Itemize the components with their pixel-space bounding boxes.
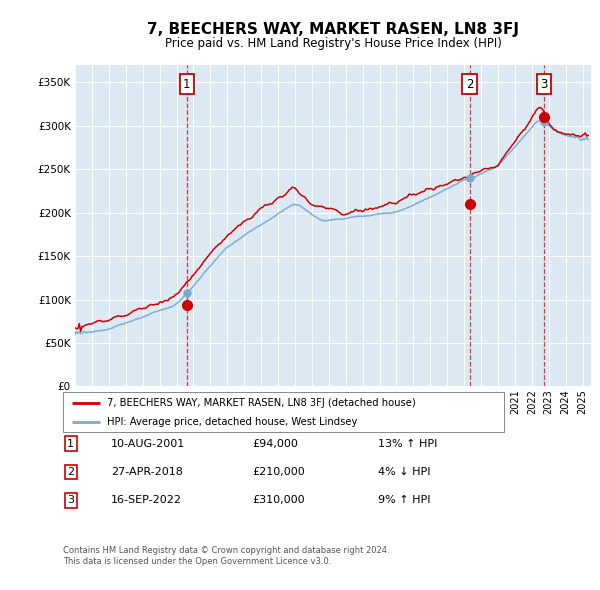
Text: HPI: Average price, detached house, West Lindsey: HPI: Average price, detached house, West… bbox=[107, 417, 358, 427]
Text: This data is licensed under the Open Government Licence v3.0.: This data is licensed under the Open Gov… bbox=[63, 558, 331, 566]
Text: 3: 3 bbox=[67, 496, 74, 505]
Text: 16-SEP-2022: 16-SEP-2022 bbox=[111, 496, 182, 505]
Text: 1: 1 bbox=[67, 439, 74, 448]
Text: 7, BEECHERS WAY, MARKET RASEN, LN8 3FJ (detached house): 7, BEECHERS WAY, MARKET RASEN, LN8 3FJ (… bbox=[107, 398, 416, 408]
Text: 3: 3 bbox=[540, 77, 547, 90]
Text: 1: 1 bbox=[183, 77, 190, 90]
Text: £94,000: £94,000 bbox=[252, 439, 298, 448]
Text: 2: 2 bbox=[67, 467, 74, 477]
Text: 2: 2 bbox=[466, 77, 473, 90]
Text: £210,000: £210,000 bbox=[252, 467, 305, 477]
Text: 13% ↑ HPI: 13% ↑ HPI bbox=[378, 439, 437, 448]
Text: Contains HM Land Registry data © Crown copyright and database right 2024.: Contains HM Land Registry data © Crown c… bbox=[63, 546, 389, 555]
Text: 4% ↓ HPI: 4% ↓ HPI bbox=[378, 467, 431, 477]
Text: 9% ↑ HPI: 9% ↑ HPI bbox=[378, 496, 431, 505]
Text: 27-APR-2018: 27-APR-2018 bbox=[111, 467, 183, 477]
Text: 7, BEECHERS WAY, MARKET RASEN, LN8 3FJ: 7, BEECHERS WAY, MARKET RASEN, LN8 3FJ bbox=[147, 22, 519, 37]
Text: 10-AUG-2001: 10-AUG-2001 bbox=[111, 439, 185, 448]
Text: £310,000: £310,000 bbox=[252, 496, 305, 505]
Text: Price paid vs. HM Land Registry's House Price Index (HPI): Price paid vs. HM Land Registry's House … bbox=[164, 37, 502, 50]
